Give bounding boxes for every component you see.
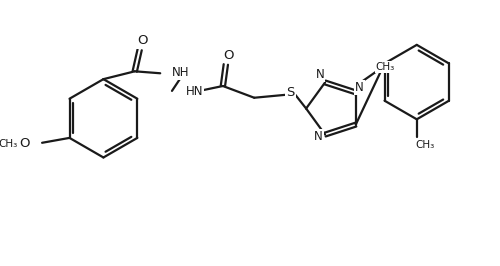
Text: CH₃: CH₃ xyxy=(415,140,434,150)
Text: CH₃: CH₃ xyxy=(376,62,394,72)
Text: HN: HN xyxy=(186,85,203,98)
Text: CH₃: CH₃ xyxy=(0,139,18,149)
Text: O: O xyxy=(19,137,30,150)
Text: O: O xyxy=(224,49,234,62)
Text: N: N xyxy=(316,68,324,81)
Text: N: N xyxy=(356,81,364,94)
Text: NH: NH xyxy=(172,66,190,79)
Text: S: S xyxy=(286,86,294,99)
Text: N: N xyxy=(314,130,322,143)
Text: O: O xyxy=(138,35,148,47)
